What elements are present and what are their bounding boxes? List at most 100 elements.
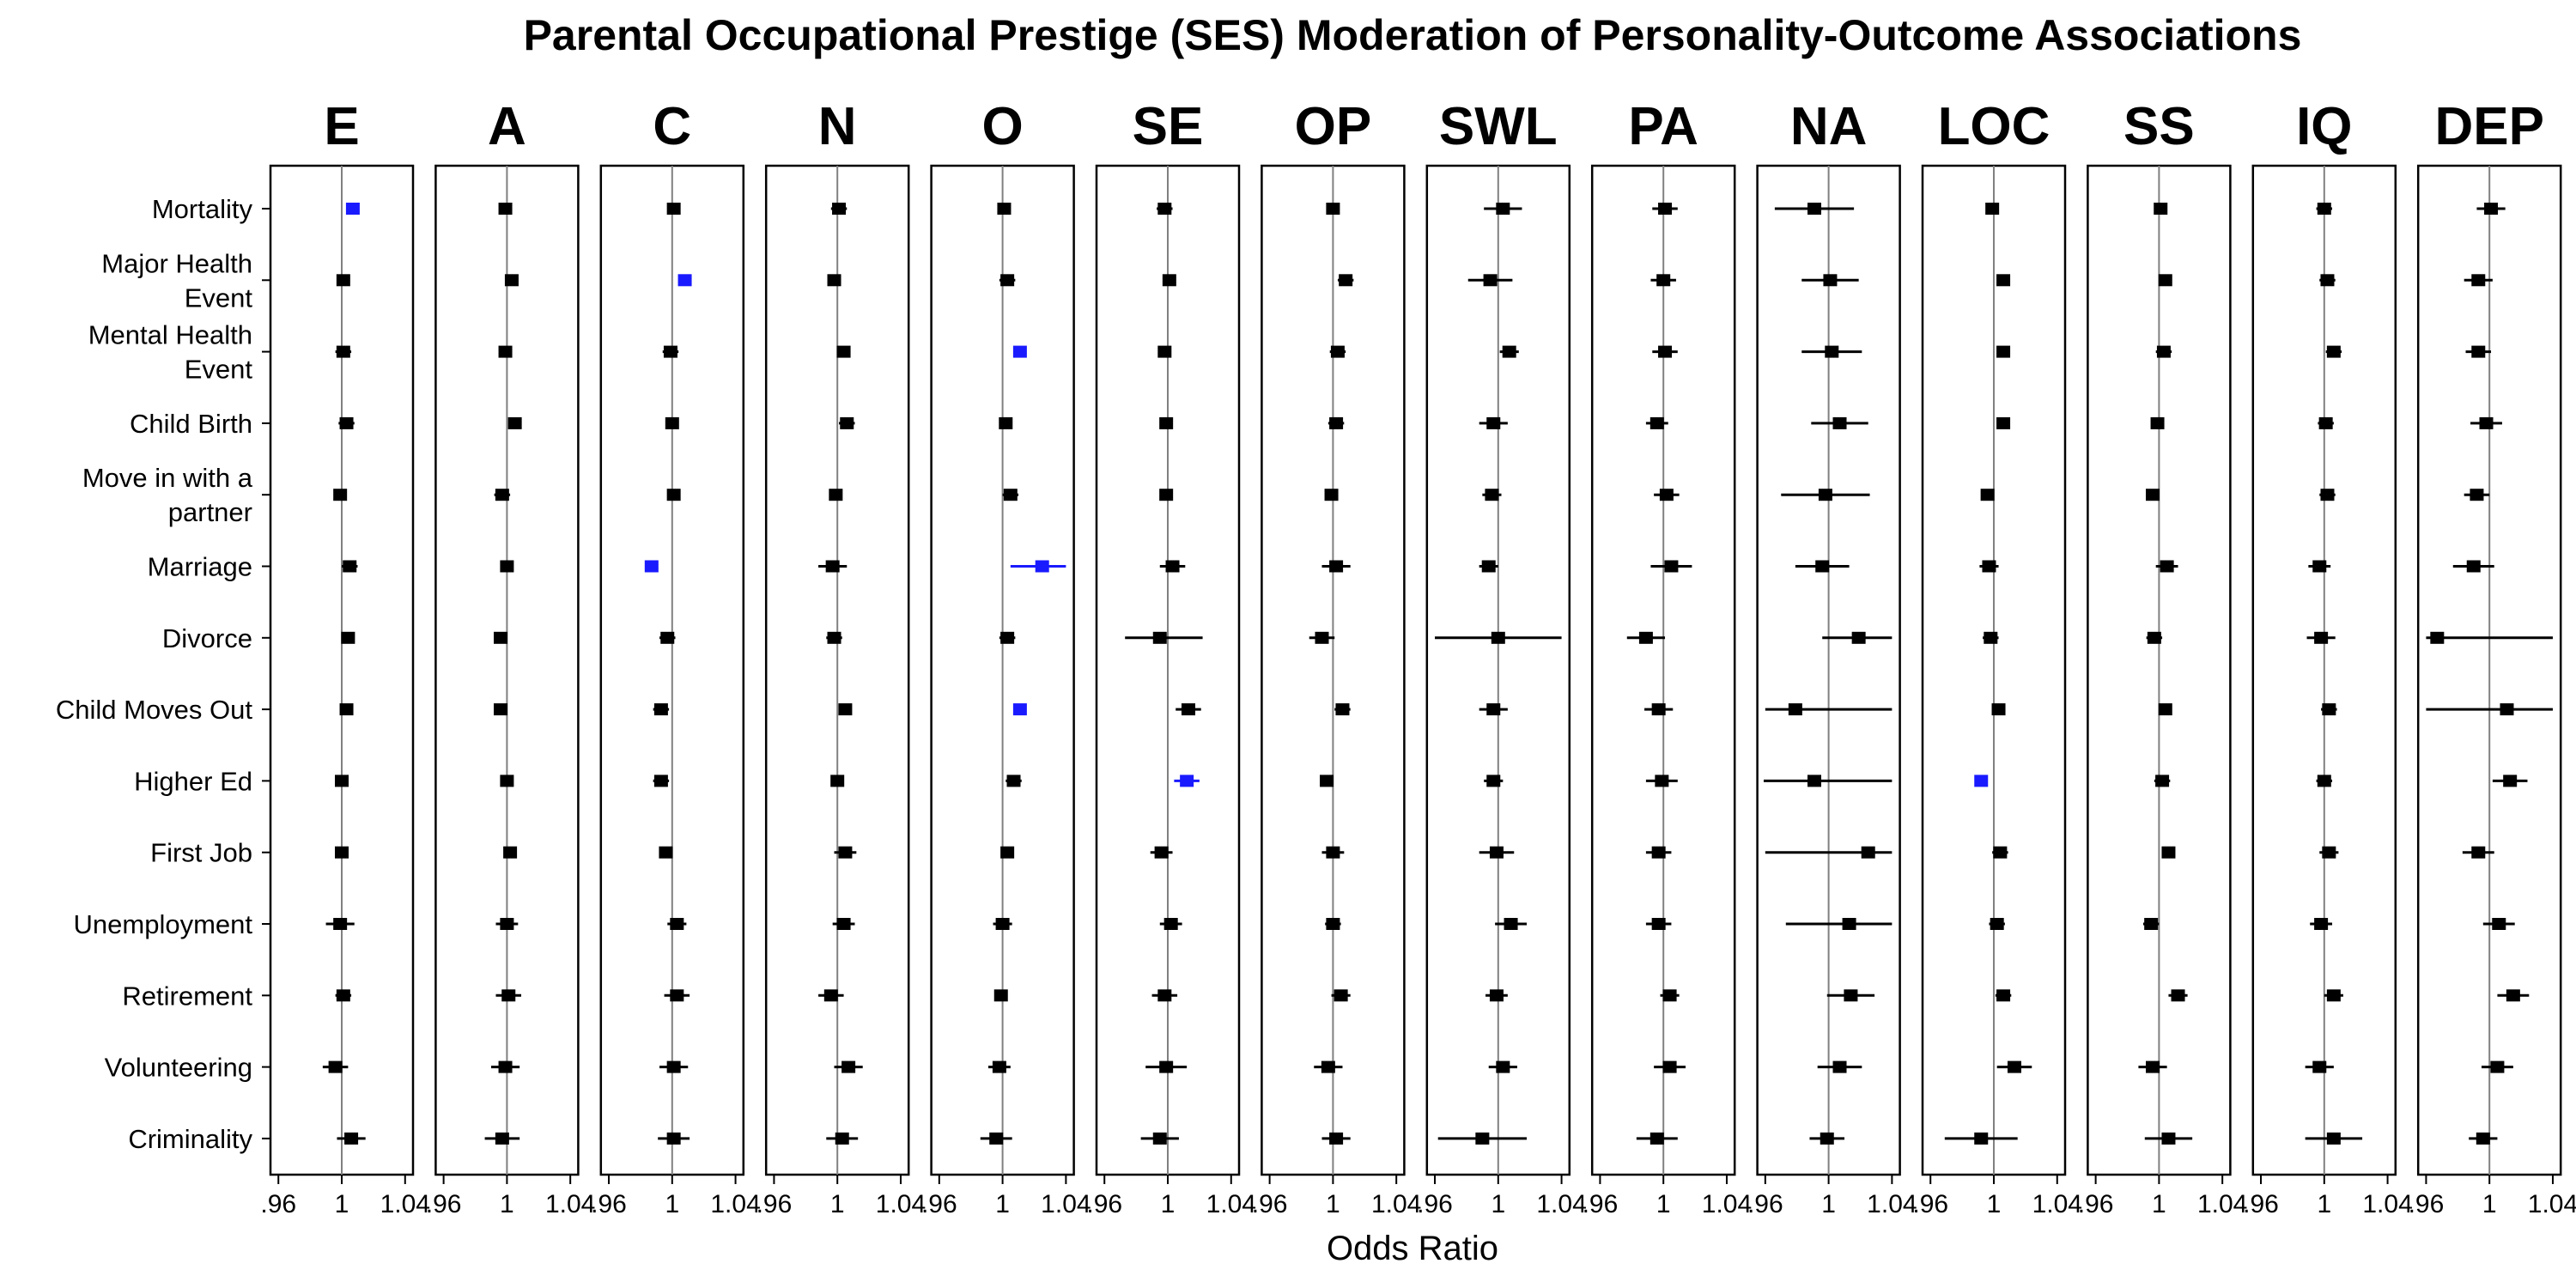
row-label: Higher Ed bbox=[134, 766, 252, 796]
estimate-point bbox=[1154, 846, 1169, 859]
estimate-point bbox=[653, 775, 668, 787]
estimate-point bbox=[1489, 989, 1504, 1002]
estimate-point bbox=[2314, 631, 2329, 644]
estimate-point bbox=[1157, 989, 1172, 1002]
row-label: Event bbox=[185, 355, 253, 385]
estimate-point bbox=[345, 203, 360, 215]
estimate-point bbox=[2320, 274, 2335, 287]
x-tick-label: .96 bbox=[1086, 1190, 1122, 1218]
estimate-point bbox=[1651, 846, 1666, 859]
x-tick-label: 1 bbox=[1987, 1190, 2002, 1218]
facet-label-n: N bbox=[818, 97, 857, 156]
estimate-point bbox=[1485, 489, 1499, 501]
estimate-point bbox=[500, 918, 514, 930]
estimate-point bbox=[1788, 703, 1802, 716]
estimate-point bbox=[1486, 775, 1501, 787]
estimate-point bbox=[1329, 1132, 1344, 1145]
estimate-point bbox=[1162, 274, 1176, 287]
estimate-point bbox=[1157, 203, 1172, 215]
estimate-point bbox=[1658, 203, 1673, 215]
estimate-point bbox=[992, 1060, 1006, 1073]
estimate-point bbox=[333, 918, 348, 930]
x-tick-label: 1.04 bbox=[2528, 1190, 2576, 1218]
x-tick-label: 1.04 bbox=[710, 1190, 760, 1218]
estimate-point bbox=[1491, 631, 1505, 644]
estimate-point bbox=[1974, 1132, 1989, 1145]
facet-panel-n: N .96 1 1.04 bbox=[756, 97, 927, 1218]
facet-panel-iq: IQ .96 1 1.04 bbox=[2243, 97, 2413, 1218]
estimate-point bbox=[2471, 846, 2486, 859]
estimate-point bbox=[644, 560, 659, 573]
estimate-point bbox=[666, 489, 681, 501]
estimate-point bbox=[1996, 274, 2011, 287]
estimate-point bbox=[989, 1132, 1004, 1145]
estimate-point bbox=[1974, 775, 1989, 787]
x-tick-label: .96 bbox=[1583, 1190, 1619, 1218]
x-tick-label: .96 bbox=[1747, 1190, 1783, 1218]
estimate-point bbox=[1000, 846, 1015, 859]
estimate-point bbox=[336, 274, 350, 287]
estimate-point bbox=[2322, 846, 2336, 859]
estimate-point bbox=[825, 560, 840, 573]
x-tick-label: .96 bbox=[260, 1190, 296, 1218]
facet-label-a: A bbox=[488, 97, 526, 156]
estimate-point bbox=[840, 416, 854, 429]
estimate-point bbox=[660, 631, 675, 644]
row-label: Mortality bbox=[152, 194, 253, 224]
estimate-point bbox=[1324, 489, 1339, 501]
estimate-point bbox=[1656, 274, 1671, 287]
facet-label-e: E bbox=[324, 97, 359, 156]
estimate-point bbox=[2154, 203, 2168, 215]
estimate-point bbox=[2476, 1132, 2490, 1145]
estimate-point bbox=[1851, 631, 1866, 644]
estimate-point bbox=[665, 416, 679, 429]
facet-label-iq: IQ bbox=[2296, 97, 2352, 156]
row-label: First Job bbox=[150, 838, 252, 868]
x-tick-label: 1.04 bbox=[1041, 1190, 1091, 1218]
estimate-point bbox=[1662, 1060, 1677, 1073]
estimate-point bbox=[504, 274, 519, 287]
estimate-point bbox=[2466, 560, 2481, 573]
estimate-point bbox=[333, 489, 348, 501]
estimate-point bbox=[501, 989, 516, 1002]
estimate-point bbox=[2320, 489, 2335, 501]
x-tick-label: 1.04 bbox=[1206, 1190, 1256, 1218]
estimate-point bbox=[2430, 631, 2445, 644]
estimate-point bbox=[1000, 274, 1015, 287]
estimate-point bbox=[827, 274, 841, 287]
estimate-point bbox=[343, 560, 357, 573]
estimate-point bbox=[1157, 345, 1172, 358]
x-tick-label: .96 bbox=[426, 1190, 462, 1218]
estimate-point bbox=[1982, 560, 1996, 573]
estimate-point bbox=[339, 703, 354, 716]
estimate-point bbox=[2471, 345, 2486, 358]
estimate-point bbox=[2484, 203, 2499, 215]
estimate-point bbox=[838, 703, 853, 716]
estimate-point bbox=[1326, 846, 1340, 859]
estimate-point bbox=[670, 918, 684, 930]
x-tick-label: 1 bbox=[1161, 1190, 1176, 1218]
row-label: Child Birth bbox=[130, 409, 252, 439]
estimate-point bbox=[503, 846, 518, 859]
row-label: Unemployment bbox=[74, 909, 253, 939]
estimate-point bbox=[659, 846, 673, 859]
estimate-point bbox=[2150, 416, 2165, 429]
x-tick-label: .96 bbox=[1417, 1190, 1453, 1218]
estimate-point bbox=[2318, 416, 2333, 429]
estimate-point bbox=[2147, 631, 2161, 644]
estimate-point bbox=[1496, 203, 1510, 215]
estimate-point bbox=[832, 203, 847, 215]
estimate-point bbox=[507, 416, 522, 429]
estimate-point bbox=[1649, 1132, 1664, 1145]
estimate-point bbox=[344, 1132, 359, 1145]
estimate-point bbox=[1012, 703, 1027, 716]
chart-title: Parental Occupational Prestige (SES) Mod… bbox=[524, 11, 2302, 59]
estimate-point bbox=[1993, 846, 2008, 859]
estimate-point bbox=[2146, 1060, 2160, 1073]
estimate-point bbox=[1655, 775, 1669, 787]
facet-panel-dep: DEP .96 1 1.04 bbox=[2409, 97, 2576, 1218]
estimate-point bbox=[328, 1060, 343, 1073]
x-tick-label: 1 bbox=[1491, 1190, 1505, 1218]
estimate-point bbox=[836, 918, 851, 930]
estimate-point bbox=[677, 274, 692, 287]
